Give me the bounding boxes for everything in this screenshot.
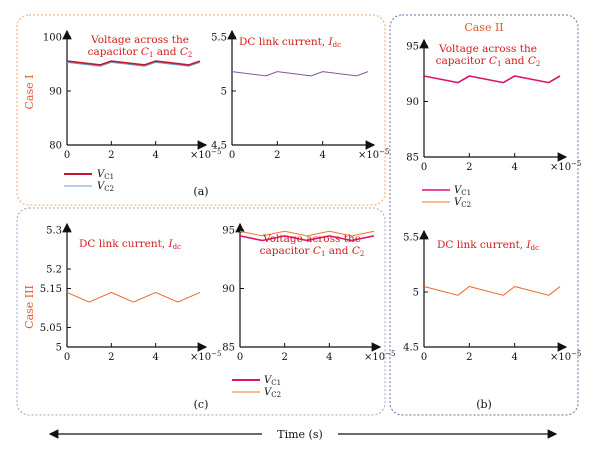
c-idc-x-tick-label: 4 [152, 352, 158, 363]
b-idc-x-tick-label: 4 [511, 352, 517, 363]
chart-c-idc: 5.3 5.2 5.15 5.05 50 2 4 ×10−5 [40, 222, 221, 363]
c-idc-x-tick-label: 2 [108, 352, 114, 363]
legend-b-vc1-label: VC1 [454, 185, 471, 197]
c-idc-y-tick-label: 5.05 [40, 323, 62, 334]
legend-c-vc1-label: VC1 [264, 375, 281, 387]
c-voltage-x-tick-label: 2 [281, 352, 287, 363]
b-voltage-y-tick-label: 95 [406, 42, 419, 53]
c-voltage-x-tick-label: 0 [237, 352, 243, 363]
legend-c-vc2-label: VC2 [264, 387, 281, 399]
c-idc-x-exponent: ×10−5 [190, 350, 221, 363]
chart-b-voltage: 95 90 850 2 4 ×10−5 [406, 38, 581, 173]
a-idc-series-idc [231, 71, 369, 77]
legend-b: VC1 VC2 [422, 185, 471, 209]
a-idc-x-tick-label: 2 [274, 150, 280, 161]
a-idc-x-tick-label: 0 [229, 150, 235, 161]
b-idc-y-tick-label: 5 [413, 288, 419, 299]
legend-c: VC1 VC2 [232, 375, 281, 399]
a-voltage-series-vc2 [66, 61, 201, 67]
b-voltage-x-tick-label: 4 [511, 162, 517, 173]
a-idc-y-tick-label: 5.5 [211, 33, 227, 44]
chart-a-idc: 5.5 5 4.50 2 4 ×10−5 [211, 29, 389, 161]
panel-label-c: (c) [194, 398, 209, 411]
a-voltage-x-tick-label: 0 [64, 150, 70, 161]
c-voltage-series-vc2 [239, 230, 375, 237]
b-idc-x-exponent: ×10−5 [550, 350, 581, 363]
c-voltage-y-tick-label: 85 [222, 343, 235, 354]
b-voltage-series-vc1 [423, 75, 561, 84]
c-voltage-y-tick-label: 95 [222, 226, 235, 237]
b-idc-x-tick-label: 2 [466, 352, 472, 363]
panel-c-frame [16, 207, 386, 416]
legend-a: VC1 VC2 [64, 169, 114, 193]
title-b-voltage-2: capacitor C1 and C2 [436, 55, 541, 68]
panel-b-frame [389, 14, 579, 416]
c-voltage-y-tick-label: 90 [222, 284, 235, 295]
b-voltage-x-tick-label: 0 [421, 162, 427, 173]
time-axis-label: Time (s) [277, 428, 323, 441]
a-voltage-x-tick-label: 2 [108, 150, 114, 161]
c-idc-x-tick-label: 0 [64, 352, 70, 363]
a-idc-y-tick-label: 4.5 [211, 141, 227, 152]
case-label-b: Case II [464, 21, 503, 34]
c-voltage-x-tick-label: 4 [326, 352, 332, 363]
b-idc-y-tick-label: 4.5 [403, 343, 419, 354]
b-voltage-x-tick-label: 2 [466, 162, 472, 173]
c-idc-y-tick-label: 5.15 [40, 284, 62, 295]
b-voltage-y-tick-label: 85 [406, 153, 419, 164]
case-label-c: Case III [23, 285, 36, 329]
title-a-voltage-2: capacitor C1 and C2 [88, 46, 193, 59]
title-b-voltage: Voltage across the [438, 43, 537, 55]
chart-b-idc: 5.5 5 4.50 2 4 ×10−5 [403, 229, 581, 363]
legend-a-vc1-label: VC1 [97, 169, 114, 181]
case-label-a: Case I [23, 75, 36, 110]
b-idc-x-tick-label: 0 [421, 352, 427, 363]
b-voltage-y-tick-label: 90 [406, 97, 419, 108]
c-idc-y-tick-label: 5.2 [46, 265, 62, 276]
a-idc-x-exponent: ×10−5 [358, 148, 389, 161]
a-idc-y-tick-label: 5 [221, 87, 227, 98]
b-idc-y-tick-label: 5.5 [403, 233, 419, 244]
c-voltage-x-exponent: ×10−5 [364, 350, 395, 363]
panel-label-a: (a) [193, 185, 208, 198]
a-voltage-series-vc1 [66, 60, 201, 67]
a-voltage-y-tick-label: 80 [49, 141, 62, 152]
title-b-idc: DC link current, Idc [437, 239, 539, 252]
title-a-voltage: Voltage across the [90, 34, 189, 46]
c-idc-series-idc [66, 291, 201, 303]
c-voltage-series-vc1 [239, 235, 375, 242]
c-idc-y-tick-label: 5 [56, 343, 62, 354]
a-voltage-y-tick-label: 90 [49, 87, 62, 98]
title-c-idc: DC link current, Idc [79, 238, 181, 251]
b-voltage-x-exponent: ×10−5 [550, 160, 581, 173]
a-idc-x-tick-label: 4 [319, 150, 325, 161]
a-voltage-y-tick-label: 100 [43, 33, 62, 44]
chart-c-voltage: 95 90 850 2 4 ×10−5 [222, 222, 395, 363]
c-idc-y-tick-label: 5.3 [46, 226, 62, 237]
b-idc-series-idc [423, 286, 561, 296]
title-c-voltage-2: capacitor C1 and C2 [260, 245, 365, 258]
legend-b-vc2-label: VC2 [454, 197, 471, 209]
title-a-idc: DC link current, Idc [239, 36, 341, 49]
a-voltage-x-tick-label: 4 [152, 150, 158, 161]
title-c-voltage: Voltage across the [262, 233, 361, 245]
panel-a-frame [16, 14, 386, 206]
legend-a-vc2-label: VC2 [97, 181, 114, 193]
panel-label-b: (b) [476, 398, 492, 411]
